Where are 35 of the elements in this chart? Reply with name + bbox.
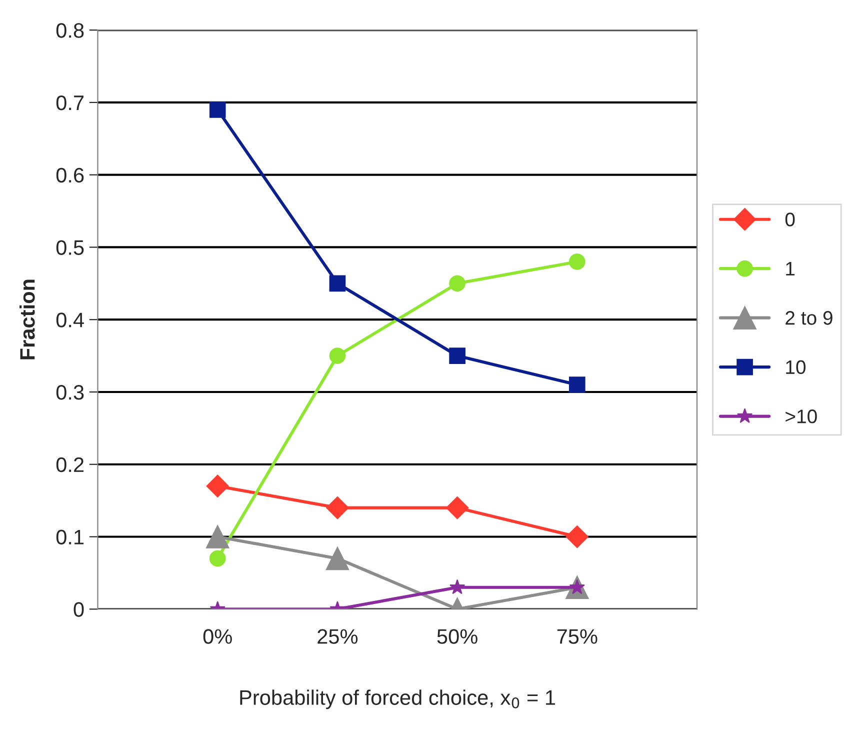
point — [449, 348, 466, 364]
y-tick-label: 0 — [74, 602, 84, 617]
point — [566, 525, 588, 548]
x-tick-label: 50% — [437, 629, 478, 644]
legend-label: 2 to 9 — [786, 311, 832, 325]
point — [206, 525, 230, 548]
x-axis-title: Probability of forced choice, x$_{0}$ = 1 — [240, 690, 556, 710]
y-tick-label: 0.4 — [56, 312, 84, 328]
legend-label: 0 — [785, 212, 795, 226]
point — [326, 496, 349, 520]
y-tick-label: 0.8 — [56, 23, 84, 38]
point — [568, 254, 586, 270]
legend-label: 1 — [786, 262, 795, 276]
y-tick-label: 0.3 — [56, 384, 84, 400]
y-tick-label: 0.6 — [56, 168, 84, 183]
point — [329, 275, 346, 292]
point — [449, 275, 466, 292]
point — [206, 474, 229, 498]
y-tick-label: 0.1 — [56, 530, 84, 544]
point — [568, 376, 586, 393]
y-axis-title: Fraction — [20, 280, 35, 360]
y-tick-label: 0.5 — [56, 240, 84, 255]
x-tick-label: 0% — [203, 629, 232, 644]
point — [209, 102, 226, 118]
y-tick-label: 0.2 — [56, 457, 84, 472]
point — [209, 550, 226, 567]
x-tick-label: 25% — [318, 629, 358, 644]
point — [326, 546, 350, 570]
point — [446, 496, 469, 520]
point — [329, 348, 346, 364]
x-tick-label: 75% — [557, 629, 598, 644]
point — [450, 579, 466, 594]
legend-label: >10 — [786, 410, 817, 424]
y-tick-label: 0.7 — [56, 95, 84, 110]
legend-label: 10 — [786, 360, 806, 374]
